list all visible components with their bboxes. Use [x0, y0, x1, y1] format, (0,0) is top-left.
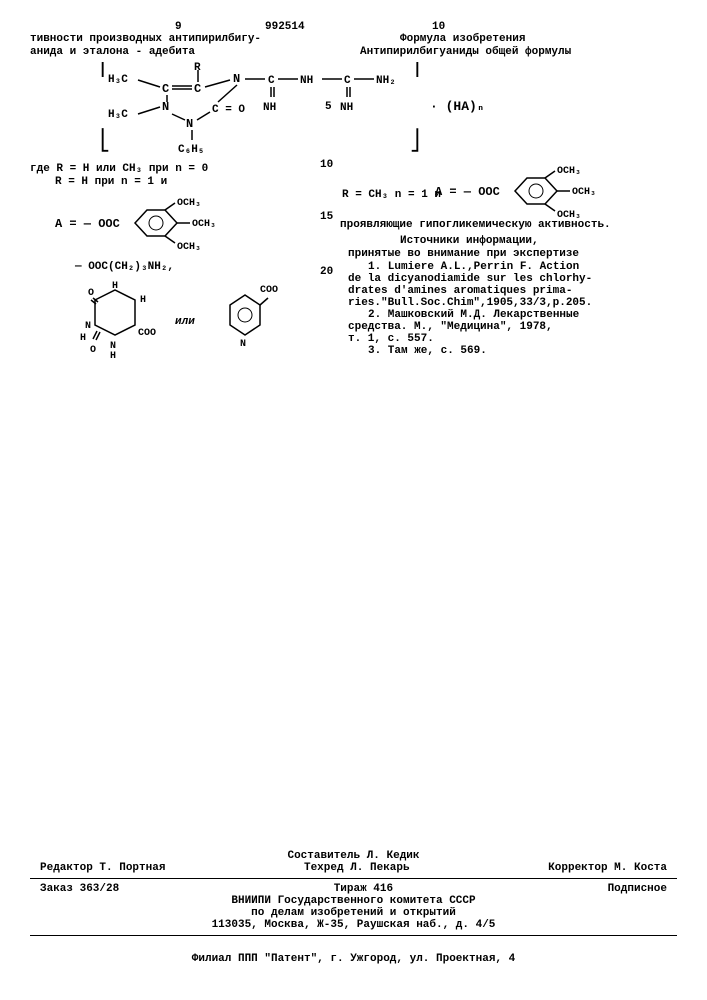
footer-tirage: Тираж 416: [334, 883, 393, 895]
svg-text:OCH₃: OCH₃: [557, 166, 581, 177]
or-word: или: [175, 315, 195, 329]
line-no-15: 15: [320, 210, 333, 224]
footer-org1: ВНИИПИ Государственного комитета СССР: [30, 895, 677, 907]
left-intro-2: анида и эталона - адебита: [30, 45, 195, 59]
chem-pyrimidine: O H H N H N H COO O: [60, 280, 170, 360]
doc-number: 992514: [265, 20, 305, 34]
chem-c1: C: [162, 82, 169, 96]
svg-text:OCH₃: OCH₃: [192, 219, 216, 230]
chem-h3c-1: H₃C: [108, 74, 128, 86]
svg-text:NH₂: NH₂: [376, 75, 396, 87]
chem-h3c-2: H₃C: [108, 109, 128, 121]
footer-filial: Филиал ППП "Патент", г. Ужгород, ул. Про…: [30, 953, 677, 965]
svg-text:H: H: [110, 351, 116, 360]
svg-text:H: H: [112, 281, 118, 292]
line-no-20: 20: [320, 265, 333, 279]
right-activity: проявляющие гипогликемическую активность…: [340, 218, 611, 232]
svg-text:N: N: [85, 321, 91, 332]
svg-text:NH: NH: [300, 75, 313, 87]
chem-ha: · (HA)ₙ: [430, 99, 485, 114]
footer-corrector: Корректор М. Коста: [548, 862, 667, 874]
chem-pyridine-coo: N COO: [210, 280, 290, 350]
svg-text:OCH₃: OCH₃: [177, 198, 201, 209]
chem-n: N: [233, 72, 240, 86]
chem-nh1: NH: [263, 102, 276, 114]
svg-text:O: O: [90, 345, 96, 356]
svg-text:COO: COO: [138, 328, 156, 339]
footer-block: Составитель Л. Кедик Редактор Т. Портная…: [30, 850, 677, 940]
svg-text:H: H: [140, 295, 146, 306]
left-ooc-formula: — OOC(CH₂)₃NH₂,: [75, 260, 174, 274]
svg-text:OCH₃: OCH₃: [572, 187, 596, 198]
footer-subscription: Подписное: [608, 883, 667, 895]
page-container: 9 992514 10 тивности производных антипир…: [0, 0, 707, 1000]
line-no-5: 5: [325, 100, 332, 114]
svg-text:N: N: [240, 339, 246, 350]
svg-text:N: N: [186, 117, 193, 131]
chem-a-eq-right: A = — OOC: [435, 185, 500, 199]
chem-r: R: [194, 62, 201, 74]
svg-text:⎦: ⎦: [410, 128, 420, 152]
footer-divider-2: [30, 935, 677, 936]
svg-text:N: N: [162, 100, 169, 114]
chem-c2: C: [194, 82, 201, 96]
svg-text:⎤: ⎤: [410, 62, 420, 78]
svg-text:OCH₃: OCH₃: [177, 242, 201, 253]
footer-addr1: 113035, Москва, Ж-35, Раушская наб., д. …: [30, 919, 677, 931]
line-no-10: 10: [320, 158, 333, 172]
svg-text:COO: COO: [260, 285, 278, 296]
chem-nh2: NH: [340, 102, 353, 114]
svg-text:C: C: [268, 75, 275, 87]
svg-text:O: O: [88, 288, 94, 299]
chem-a-eq-left: A = — OOC: [55, 217, 120, 231]
footer-editor: Редактор Т. Портная: [40, 862, 165, 874]
right-cond-r: R = CH₃ n = 1 и: [342, 188, 441, 202]
footer-divider-1: [30, 878, 677, 879]
chem-a-ooc-left: A = — OOC OCH₃ OCH₃ OCH₃: [55, 195, 285, 255]
left-cond-2: R = H при n = 1 и: [55, 175, 167, 189]
chem-c6h5: C₆H₅: [178, 144, 204, 156]
footer-tech: Техред Л. Пекарь: [304, 862, 410, 874]
svg-text:C: C: [344, 75, 351, 87]
footer-composer: Составитель Л. Кедик: [30, 850, 677, 862]
footer-order: Заказ 363/28: [40, 883, 119, 895]
right-title-2: Антипирилбигуаниды общей формулы: [360, 45, 571, 59]
footer-org2: по делам изобретений и открытий: [30, 907, 677, 919]
svg-text:⎣: ⎣: [100, 128, 110, 152]
chem-co: C = O: [212, 104, 245, 116]
chem-a-ooc-right: A = — OOC OCH₃ OCH₃ OCH₃: [435, 163, 665, 223]
ref3: 3. Там же, с. 569.: [368, 344, 487, 358]
svg-text:H: H: [80, 333, 86, 344]
